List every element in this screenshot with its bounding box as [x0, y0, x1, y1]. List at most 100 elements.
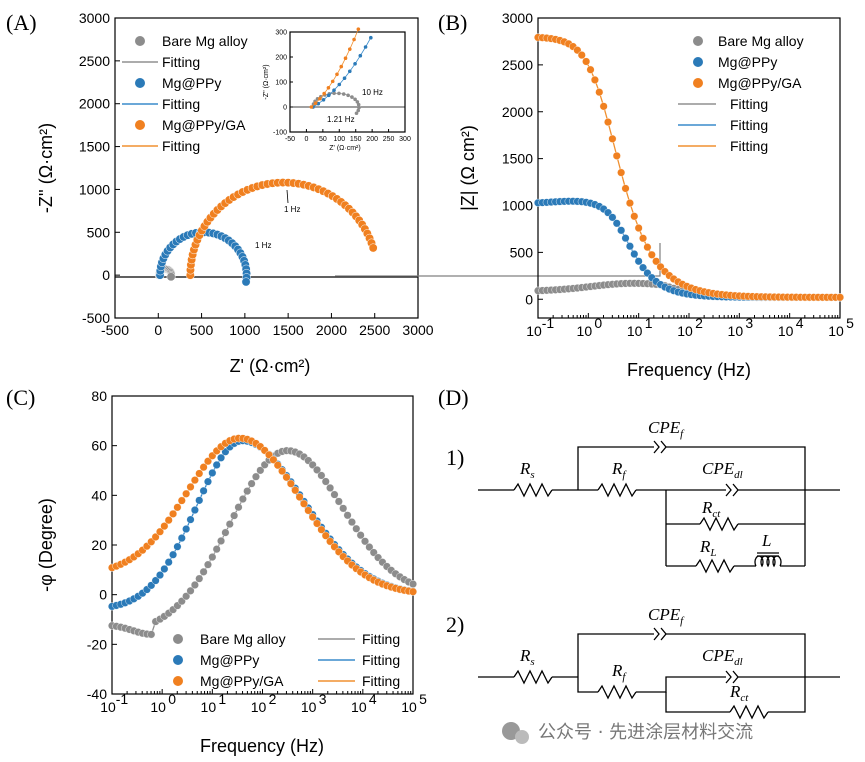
b-ytick-label: 2500 — [502, 57, 533, 73]
bode-phase-legend: Bare Mg alloy Fitting Mg@PPy Fitting Mg@… — [173, 631, 400, 689]
inset-xtick-label: 50 — [319, 136, 327, 143]
c-point-ppy — [203, 477, 212, 486]
inset-point-ga — [313, 101, 318, 105]
inset-point-ga — [352, 37, 356, 42]
c-point-ppy — [173, 542, 182, 551]
b-point-ppy — [617, 226, 626, 235]
a-xtick-label: 1000 — [229, 322, 260, 338]
bode-z-x-label: Frequency (Hz) — [627, 360, 751, 380]
c-legend-marker-ga — [173, 676, 183, 686]
a-fit-ga — [189, 181, 374, 276]
b-ytick-label: 0 — [525, 291, 533, 307]
inset-ann-121: 1.21 Hz — [327, 115, 355, 124]
b-legend-fit3: Fitting — [730, 138, 768, 154]
c-point-ppy — [212, 460, 221, 469]
b-point-ga — [836, 293, 845, 302]
c1-rf-label: Rf — [611, 459, 627, 481]
inset-xtick-label: -50 — [285, 136, 295, 143]
b-point-ga — [621, 184, 630, 193]
c-ytick-label: 80 — [91, 388, 107, 404]
c-ytick-label: 20 — [91, 537, 107, 553]
b-ytick-label: 2000 — [502, 104, 533, 120]
b-xtick-label: 10 — [828, 323, 844, 339]
c-point-bare — [313, 465, 322, 474]
a-point-ppy — [241, 277, 251, 287]
inset-xtick-label: 300 — [399, 136, 411, 143]
c-point-ga — [330, 542, 339, 551]
inset-point-ppy — [358, 53, 363, 58]
b-point-ga — [604, 118, 613, 127]
inset-point-ga — [343, 56, 348, 60]
circuit-2-number: 2) — [446, 612, 464, 637]
c-point-ga — [169, 509, 178, 518]
legend-label-fit2: Fitting — [162, 96, 200, 112]
c-point-ga — [291, 486, 300, 495]
c-point-ppy — [160, 564, 169, 573]
c-xtick-label: 10 — [351, 699, 367, 715]
b-point-ga — [582, 57, 591, 66]
b-ytick-label: 3000 — [502, 10, 533, 26]
c2-wire-rf-in — [577, 677, 598, 693]
b-xtick-exp: 1 — [645, 315, 653, 331]
a-xtick-label: 2000 — [316, 322, 347, 338]
inset-ytick-label: 0 — [283, 105, 287, 112]
c-point-ga — [190, 476, 199, 485]
a-ytick-label: 0 — [102, 267, 110, 283]
c-point-ga — [409, 587, 418, 596]
c-legend-fit3: Fitting — [362, 673, 400, 689]
c-point-bare — [356, 531, 365, 540]
c1-rs-resistor — [513, 482, 553, 498]
c-xtick-exp: 0 — [168, 691, 176, 707]
annotation-ga-1hz: 1 Hz — [284, 205, 300, 214]
b-point-ga — [634, 224, 643, 233]
c1-cpedl-label: CPEdl — [702, 459, 743, 481]
a-ytick-label: -500 — [82, 310, 110, 326]
circuit-labels: 1) 2) Rs CPEf Rf CPEdl Rct RL L Rs CPEf … — [446, 418, 771, 704]
c-point-ga — [203, 457, 212, 466]
inset-point-ppy — [342, 76, 347, 80]
legend-marker-ga — [135, 120, 145, 130]
c-xtick-label: 10 — [251, 699, 267, 715]
b-point-ga — [630, 212, 639, 221]
inset-point-ppy — [348, 69, 352, 74]
b-xtick-label: 10 — [677, 323, 693, 339]
bode-phase-x-label: Frequency (Hz) — [200, 736, 324, 756]
inset-point-ga — [348, 47, 352, 51]
inset-point-ppy — [363, 45, 368, 49]
c-point-bare — [186, 586, 195, 595]
inset-point-bare — [354, 111, 359, 116]
c1-rct-label: Rct — [701, 498, 721, 520]
nyquist-legend: Bare Mg alloy Fitting Mg@PPy Fitting Mg@… — [122, 33, 248, 154]
c-xtick-label: 10 — [150, 699, 166, 715]
b-xtick-label: 10 — [778, 323, 794, 339]
c-legend-marker-bare — [173, 634, 183, 644]
c-ytick-label: 0 — [99, 587, 107, 603]
c-point-ppy — [199, 486, 208, 495]
c-legend-fit2: Fitting — [362, 652, 400, 668]
inset-point-ppy — [353, 62, 357, 66]
c-point-bare — [321, 477, 330, 486]
c-point-bare — [317, 471, 326, 480]
c1-inductor-core — [757, 552, 779, 557]
c-point-bare — [330, 490, 339, 499]
c-point-bare — [243, 487, 252, 496]
b-point-ga — [639, 234, 648, 243]
inset-point-bare — [350, 95, 354, 99]
inset-point-ga — [326, 86, 331, 90]
b-xtick-exp: -1 — [542, 315, 555, 331]
c1-cpedl-symbol — [725, 483, 739, 497]
b-point-ppy — [630, 250, 639, 259]
c-point-bare — [199, 567, 208, 576]
c-xtick-exp: 5 — [419, 691, 427, 707]
c-point-bare — [208, 553, 217, 562]
bode-z-y-label: |Z| (Ω cm²) — [458, 125, 478, 211]
legend-label-ga: Mg@PPy/GA — [162, 117, 246, 133]
inset-point-ppy — [332, 88, 336, 92]
c-xtick-label: 10 — [401, 699, 417, 715]
inset-xtick-label: 150 — [350, 136, 362, 143]
c-point-bare — [212, 545, 221, 554]
legend-label-fit1: Fitting — [162, 54, 200, 70]
c2-wire-top-right — [666, 633, 806, 677]
c-legend-label-bare: Bare Mg alloy — [200, 631, 286, 647]
c-point-bare — [326, 483, 335, 492]
